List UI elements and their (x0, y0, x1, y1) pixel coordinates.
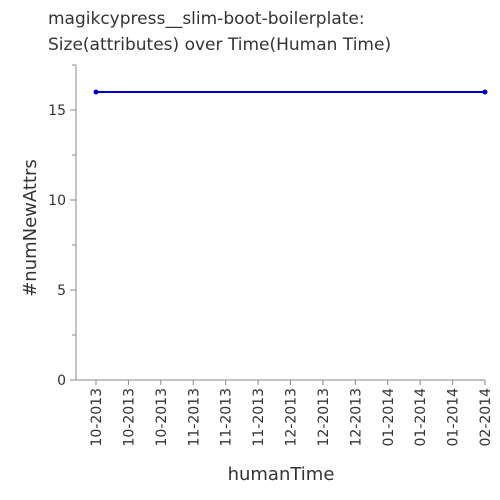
x-tick-label: 02-2014 (478, 388, 494, 447)
x-tick-label: 01-2014 (381, 388, 397, 447)
x-tick-label: 12-2013 (316, 388, 332, 447)
x-tick-label: 01-2014 (446, 388, 462, 447)
x-tick-label: 12-2013 (284, 388, 300, 447)
y-tick-label: 0 (57, 373, 66, 389)
data-point (93, 89, 99, 95)
x-axis-ticks: 10-2013 10-2013 10-2013 11-2013 11-2013 11-20… (89, 380, 494, 447)
data-point (482, 89, 488, 95)
x-axis-label: humanTime (228, 464, 335, 485)
chart-title-line-2: Size(attributes) over Time(Human Time) (48, 35, 392, 55)
chart-axes (75, 65, 485, 381)
chart-title-line-1: magikcypress__slim-boot-boilerplate: (48, 9, 365, 29)
chart-series (93, 89, 488, 95)
y-axis-label: #numNewAttrs (20, 159, 41, 297)
x-tick-label: 10-2013 (154, 388, 170, 447)
y-axis-ticks: 0 5 10 15 (48, 64, 76, 389)
x-tick-label: 11-2013 (186, 388, 202, 447)
x-tick-label: 01-2014 (413, 388, 429, 447)
x-tick-label: 11-2013 (251, 388, 267, 447)
x-tick-label: 10-2013 (89, 388, 105, 447)
x-tick-label: 10-2013 (121, 388, 137, 447)
x-tick-label: 11-2013 (219, 388, 235, 447)
y-tick-label: 10 (48, 193, 66, 209)
y-tick-label: 5 (57, 283, 66, 299)
y-tick-label: 15 (48, 103, 66, 119)
x-tick-label: 12-2013 (348, 388, 364, 447)
